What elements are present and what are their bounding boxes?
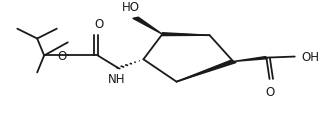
Polygon shape — [162, 33, 210, 36]
Text: OH: OH — [301, 51, 319, 63]
Text: NH: NH — [108, 73, 125, 86]
Text: O: O — [57, 50, 66, 62]
Text: O: O — [266, 85, 275, 98]
Text: HO: HO — [122, 1, 140, 14]
Polygon shape — [133, 18, 162, 35]
Text: O: O — [95, 18, 104, 31]
Polygon shape — [176, 61, 236, 82]
Polygon shape — [233, 57, 267, 62]
